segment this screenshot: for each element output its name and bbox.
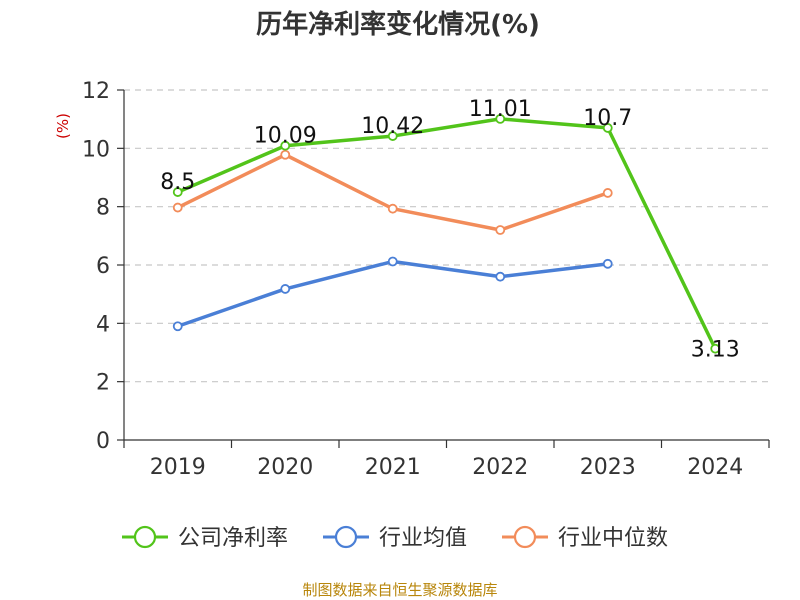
data-point bbox=[495, 271, 506, 282]
legend: 公司净利率 行业均值 行业中位数 bbox=[122, 525, 668, 551]
data-point bbox=[495, 113, 506, 124]
x-tick-label: 2019 bbox=[150, 455, 206, 480]
legend-symbol-marker bbox=[334, 525, 358, 549]
legend-label: 行业中位数 bbox=[558, 526, 668, 551]
y-tick-label: 10 bbox=[82, 137, 110, 162]
data-point bbox=[602, 258, 613, 269]
data-point bbox=[495, 225, 506, 235]
gridlines bbox=[124, 89, 769, 383]
y-tick-label: 6 bbox=[96, 254, 110, 279]
data-point bbox=[172, 202, 183, 213]
y-tick-label: 0 bbox=[96, 429, 110, 454]
x-tick-label: 2020 bbox=[257, 455, 313, 480]
y-tick-label: 4 bbox=[96, 312, 110, 337]
data-label: 10.09 bbox=[254, 124, 317, 149]
data-point bbox=[172, 321, 183, 332]
x-tick-label: 2023 bbox=[580, 455, 636, 480]
legend-symbol-marker bbox=[133, 525, 157, 549]
x-tick-label: 2022 bbox=[472, 455, 528, 480]
data-label: 3.13 bbox=[691, 338, 740, 363]
y-tick-label: 2 bbox=[96, 371, 110, 396]
y-tick-label: 8 bbox=[96, 196, 110, 221]
data-point bbox=[280, 284, 291, 294]
data-label: 11.01 bbox=[469, 97, 532, 122]
axes: 0 2 4 6 8 10 12 2019 2020 2021 2022 2023 2024 bbox=[82, 79, 770, 480]
y-axis-unit-label: (%) bbox=[54, 113, 72, 139]
data-point bbox=[172, 187, 183, 197]
x-tick-label: 2021 bbox=[365, 455, 421, 480]
legend-label: 公司净利率 bbox=[178, 526, 288, 551]
data-point bbox=[602, 188, 613, 198]
data-point bbox=[387, 203, 398, 214]
data-point bbox=[602, 123, 613, 133]
series-layer bbox=[172, 113, 721, 354]
data-point bbox=[280, 140, 291, 151]
data-label: 8.5 bbox=[160, 170, 195, 195]
x-tick-label: 2024 bbox=[687, 455, 743, 480]
data-point bbox=[710, 343, 721, 354]
data-point bbox=[387, 256, 398, 267]
series-line bbox=[177, 117, 717, 350]
data-labels: 8.5 10.09 10.42 11.01 10.7 3.13 bbox=[160, 97, 739, 363]
data-label: 10.7 bbox=[583, 106, 632, 131]
source-note: 制图数据来自恒生聚源数据库 bbox=[302, 581, 497, 599]
data-point bbox=[280, 149, 291, 160]
legend-symbol-marker bbox=[513, 525, 537, 549]
series-line bbox=[177, 259, 608, 328]
y-tick-label: 12 bbox=[82, 79, 110, 104]
chart-title: 历年净利率变化情况(%) bbox=[256, 9, 540, 40]
data-point bbox=[387, 131, 398, 141]
legend-label: 行业均值 bbox=[379, 526, 467, 551]
data-label: 10.42 bbox=[361, 114, 424, 139]
